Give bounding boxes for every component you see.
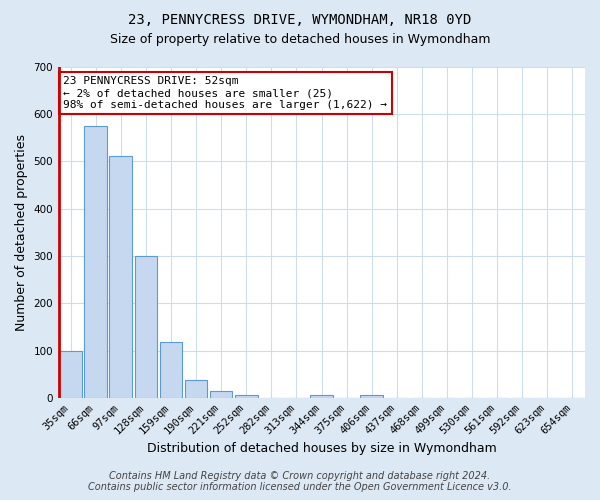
Bar [235, 394, 257, 398]
Bar [310, 394, 333, 398]
Text: Size of property relative to detached houses in Wymondham: Size of property relative to detached ho… [110, 32, 490, 46]
Text: 23, PENNYCRESS DRIVE, WYMONDHAM, NR18 0YD: 23, PENNYCRESS DRIVE, WYMONDHAM, NR18 0Y… [128, 12, 472, 26]
Bar [85, 126, 107, 398]
Text: Contains HM Land Registry data © Crown copyright and database right 2024.
Contai: Contains HM Land Registry data © Crown c… [88, 471, 512, 492]
Bar [361, 394, 383, 398]
Bar [160, 342, 182, 398]
Bar [134, 256, 157, 398]
Bar [109, 156, 132, 398]
Bar [59, 350, 82, 398]
X-axis label: Distribution of detached houses by size in Wymondham: Distribution of detached houses by size … [146, 442, 496, 455]
Bar [185, 380, 208, 398]
Y-axis label: Number of detached properties: Number of detached properties [15, 134, 28, 330]
Text: 23 PENNYCRESS DRIVE: 52sqm
← 2% of detached houses are smaller (25)
98% of semi-: 23 PENNYCRESS DRIVE: 52sqm ← 2% of detac… [64, 76, 388, 110]
Bar [210, 391, 232, 398]
